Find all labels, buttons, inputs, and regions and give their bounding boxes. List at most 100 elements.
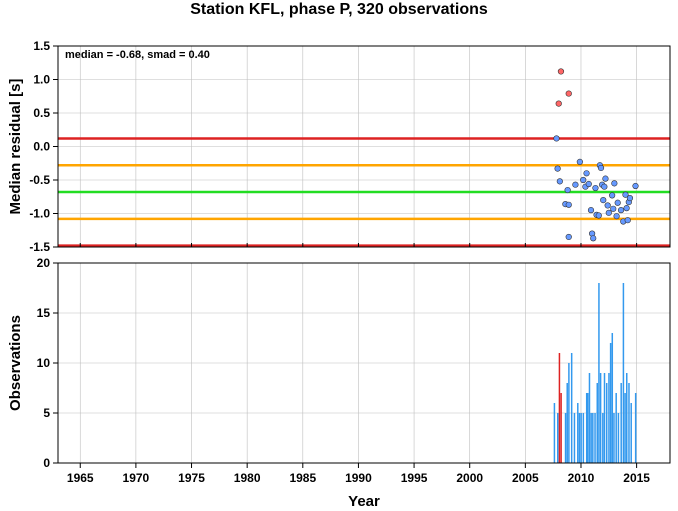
observation-bar	[596, 383, 599, 463]
observation-bar	[568, 363, 570, 463]
scatter-point	[583, 170, 590, 177]
y-tick-label: 1.5	[33, 39, 50, 53]
scatter-point	[626, 194, 634, 202]
scatter-point	[576, 158, 583, 166]
scatter-point	[592, 184, 599, 192]
y-tick-label: -1.0	[29, 207, 50, 221]
y-tick-label: 10	[37, 356, 51, 370]
observation-bar	[577, 403, 579, 463]
y-tick-label: 20	[37, 256, 51, 270]
scatter-point	[585, 180, 592, 188]
x-tick-label: 2000	[456, 471, 483, 485]
scatter-point	[590, 235, 597, 242]
observation-bar	[587, 393, 589, 463]
chart-title: Station KFL, phase P, 320 observations	[190, 1, 488, 18]
x-tick-label: 1975	[178, 471, 205, 485]
observation-bar	[599, 373, 602, 463]
scatter-point	[613, 213, 620, 220]
x-tick-label: 1970	[123, 471, 150, 485]
scatter-point	[614, 199, 621, 206]
observation-bar	[560, 393, 562, 463]
observation-bar	[566, 383, 568, 463]
y-tick-label: 5	[43, 406, 50, 420]
observation-bar	[582, 413, 585, 463]
scatter-point	[611, 180, 618, 187]
observation-bar	[580, 413, 582, 463]
scatter-point	[557, 68, 565, 75]
y-tick-label: 1.0	[33, 73, 50, 87]
x-tick-label: 1985	[289, 471, 316, 485]
scatter-point	[564, 186, 571, 194]
scatter-point	[604, 202, 611, 209]
x-tick-label: 1990	[345, 471, 372, 485]
scatter-point	[555, 100, 562, 107]
observation-bar	[558, 353, 561, 463]
observation-bar	[617, 413, 620, 463]
scatter-point	[553, 135, 560, 142]
scatter-point	[556, 178, 563, 185]
scatter-point	[565, 201, 572, 208]
scatter-point	[609, 192, 616, 199]
y-axis-label: Median residual [s]	[7, 79, 24, 215]
scatter-point	[610, 205, 617, 212]
x-tick-label: 1995	[401, 471, 428, 485]
x-tick-label: 1980	[234, 471, 261, 485]
observation-bar	[594, 413, 596, 463]
y-tick-label: 0.5	[33, 106, 50, 120]
observation-bar	[564, 413, 567, 463]
y-axis-label: Observations	[7, 315, 24, 411]
scatter-point	[554, 165, 561, 172]
observation-bar	[613, 413, 615, 463]
scatter-point	[623, 205, 630, 212]
scatter-point	[600, 197, 607, 204]
observation-bar	[588, 373, 591, 463]
y-tick-label: 0	[43, 456, 50, 470]
observation-bar	[598, 283, 600, 463]
x-axis-label: Year	[348, 493, 380, 510]
observation-bar	[611, 333, 614, 463]
observation-bar	[592, 413, 594, 463]
scatter-point	[565, 90, 572, 97]
observation-bar	[605, 383, 608, 463]
observation-bar	[630, 403, 632, 463]
y-tick-label: -0.5	[29, 173, 50, 187]
observation-bar	[609, 343, 612, 463]
x-tick-label: 2010	[568, 471, 595, 485]
scatter-point	[622, 191, 629, 198]
observation-bar	[570, 353, 573, 463]
scatter-point	[602, 175, 609, 182]
observation-bar	[624, 393, 626, 463]
scatter-point	[632, 182, 639, 190]
scatter-point	[597, 164, 605, 172]
observation-bar	[620, 383, 622, 463]
scatter-point	[595, 212, 602, 219]
y-tick-label: 0.0	[33, 140, 50, 154]
scatter-point	[572, 181, 579, 188]
observation-bar	[578, 413, 581, 463]
observation-bar	[615, 393, 617, 463]
observation-bar	[585, 393, 588, 463]
observation-bar	[622, 283, 625, 463]
scatter-point	[617, 207, 625, 214]
x-tick-label: 2015	[623, 471, 650, 485]
observation-bar	[590, 413, 592, 463]
observation-bar	[608, 373, 610, 463]
observation-bar	[626, 373, 628, 463]
observation-bar	[628, 383, 630, 463]
observation-bar	[602, 413, 604, 463]
x-tick-label: 2005	[512, 471, 539, 485]
observation-bar	[603, 373, 606, 463]
scatter-point	[605, 209, 612, 216]
stats-annotation: median = -0.68, smad = 0.40	[65, 49, 210, 61]
scatter-point	[580, 176, 587, 184]
y-tick-label: 15	[37, 306, 51, 320]
scatter-point	[565, 233, 572, 241]
scatter-point	[601, 183, 608, 190]
observation-bar	[634, 393, 637, 463]
x-tick-label: 1965	[67, 471, 94, 485]
observation-bar	[553, 403, 556, 463]
observation-bar	[573, 413, 576, 463]
scatter-point	[624, 217, 631, 224]
scatter-point	[587, 207, 595, 214]
